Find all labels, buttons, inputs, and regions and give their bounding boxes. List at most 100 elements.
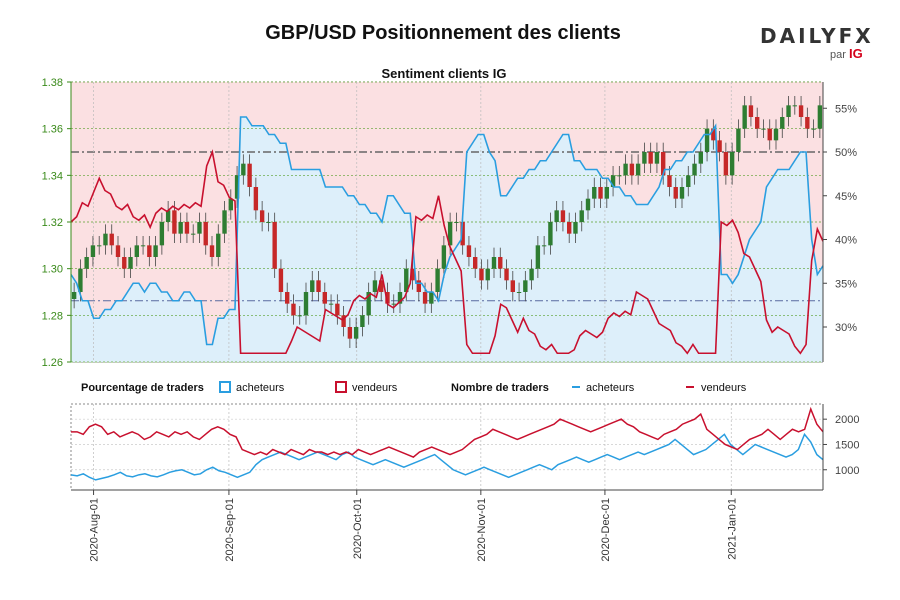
candle-body	[97, 245, 102, 247]
candle-body	[410, 268, 415, 281]
candle-body	[228, 198, 233, 211]
sentiment-tick-label: 55%	[835, 103, 857, 115]
candle-body	[272, 222, 277, 269]
candle-body	[798, 105, 804, 117]
count-tick-label: 2000	[835, 414, 859, 426]
candle-body	[554, 210, 559, 222]
candle-body	[523, 280, 528, 292]
candle-body	[679, 187, 685, 199]
candle-body	[742, 105, 747, 129]
candle-body	[134, 245, 139, 257]
candle-body	[592, 187, 597, 199]
sentiment-tick-label: 45%	[835, 191, 857, 203]
candle-body	[560, 210, 566, 222]
candle-body	[548, 222, 553, 246]
candle-body	[466, 245, 472, 257]
acheteurs-line	[70, 116, 824, 346]
legend-vendeurs-square	[335, 381, 347, 393]
candle-body	[642, 152, 647, 164]
candle-body	[617, 175, 622, 177]
candle-body	[347, 327, 353, 339]
candle-body	[71, 292, 77, 299]
legend: Pourcentage de traders acheteurs vendeurs N…	[81, 381, 747, 394]
candle-body	[128, 257, 133, 269]
vendeurs-area	[71, 82, 823, 345]
candle-body	[498, 257, 503, 269]
candle-body	[723, 152, 729, 176]
date-tick-label: 2020-Sep-01	[224, 498, 236, 562]
candle-body	[585, 198, 591, 211]
candle-body	[253, 187, 259, 211]
logo-sponsor: par IG	[830, 46, 863, 61]
candle-body	[717, 140, 722, 152]
candle-body	[379, 280, 384, 292]
dailyfx-logo: DAILYFX	[760, 24, 874, 48]
count-gridlines	[71, 404, 823, 490]
candle-body	[711, 128, 716, 141]
candle-body	[241, 163, 246, 176]
date-tick-label: 2020-Dec-01	[600, 498, 612, 562]
candle-body	[90, 245, 96, 257]
legend-vendeurs-label: vendeurs	[352, 382, 398, 394]
candle-body	[391, 303, 396, 305]
candle-body	[454, 222, 459, 223]
candle-body	[353, 327, 359, 339]
upper-panel-title: Sentiment clients IG	[382, 66, 507, 81]
candle-body	[792, 105, 797, 107]
candle-body	[661, 152, 666, 176]
candle-body	[385, 292, 390, 304]
price-tick-label: 1.28	[42, 310, 63, 322]
candle-body	[529, 268, 534, 281]
candle-body	[610, 175, 616, 187]
candle-body	[429, 292, 434, 304]
candle-body	[692, 163, 697, 176]
candle-body	[372, 280, 378, 292]
candle-body	[172, 210, 177, 234]
candle-body	[541, 245, 547, 247]
candle-body	[203, 222, 208, 246]
candle-body	[729, 152, 735, 176]
count-tick-label: 1500	[835, 439, 859, 451]
lower-panel-frame	[70, 403, 824, 491]
legend-acheteurs-count-label: acheteurs	[586, 382, 635, 394]
candle-body	[209, 245, 215, 257]
sentiment-tick-label: 35%	[835, 278, 857, 290]
candle-body	[635, 163, 641, 176]
count-axis: 1000 1500 2000	[822, 404, 859, 490]
candle-body	[278, 268, 284, 292]
legend-percent-heading: Pourcentage de traders	[81, 382, 204, 394]
legend-count-heading: Nombre de traders	[451, 382, 549, 394]
candle-body	[222, 210, 227, 234]
page-title: GBP/USD Positionnement des clients	[265, 22, 621, 44]
candle-body	[109, 233, 114, 246]
price-tick-label: 1.34	[42, 170, 63, 182]
candle-body	[567, 222, 572, 234]
candle-body	[773, 128, 779, 141]
candle-body	[316, 280, 321, 292]
candle-body	[297, 315, 302, 317]
candle-body	[366, 292, 371, 316]
candle-body	[122, 257, 127, 269]
price-tick-label: 1.38	[42, 77, 63, 89]
candle-body	[805, 117, 810, 129]
candle-body	[598, 187, 603, 199]
candle-body	[648, 152, 653, 164]
candle-body	[285, 292, 290, 304]
legend-acheteurs-label: acheteurs	[236, 382, 285, 394]
candle-body	[153, 245, 158, 257]
date-tick-label: 2020-Aug-01	[89, 498, 101, 562]
candle-body	[191, 233, 196, 235]
candle-body	[629, 163, 635, 176]
sentiment-axis: 30% 35% 40% 45% 50% 55%	[822, 82, 857, 362]
candle-body	[767, 128, 772, 141]
candle-body	[435, 268, 440, 292]
price-axis: 1.26 1.28 1.30 1.32 1.34 1.36 1.38	[42, 77, 72, 369]
candle-body	[78, 268, 83, 292]
candle-body	[115, 245, 121, 257]
candle-body	[460, 222, 465, 246]
price-candles	[71, 96, 823, 348]
vendeurs-count-line	[71, 406, 824, 458]
candle-body	[416, 280, 421, 292]
candle-body	[404, 268, 409, 292]
